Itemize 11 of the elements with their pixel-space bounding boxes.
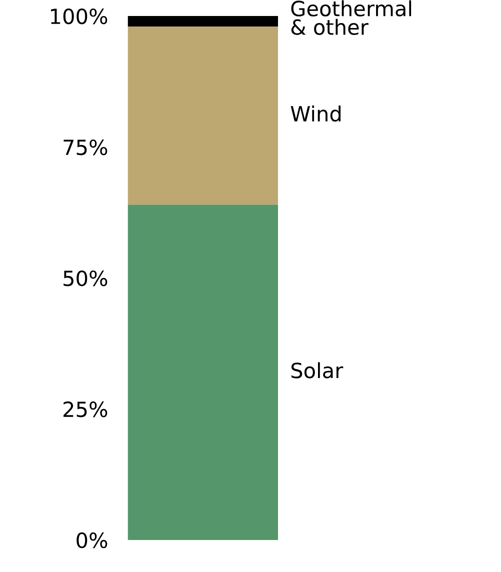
- series-label: Solar: [291, 362, 344, 378]
- series-label: Geothermal & other: [291, 0, 412, 36]
- y-tick-label: 50%: [64, 270, 108, 286]
- y-tick-label: 75%: [64, 139, 108, 156]
- bar: [128, 204, 278, 540]
- bar: [128, 26, 278, 205]
- y-tick-label: 100%: [51, 8, 108, 24]
- y-tick-label: 0%: [76, 532, 108, 548]
- y-tick-label: 25%: [64, 401, 108, 418]
- series-label: Wind: [290, 105, 341, 122]
- bar: [128, 16, 278, 26]
